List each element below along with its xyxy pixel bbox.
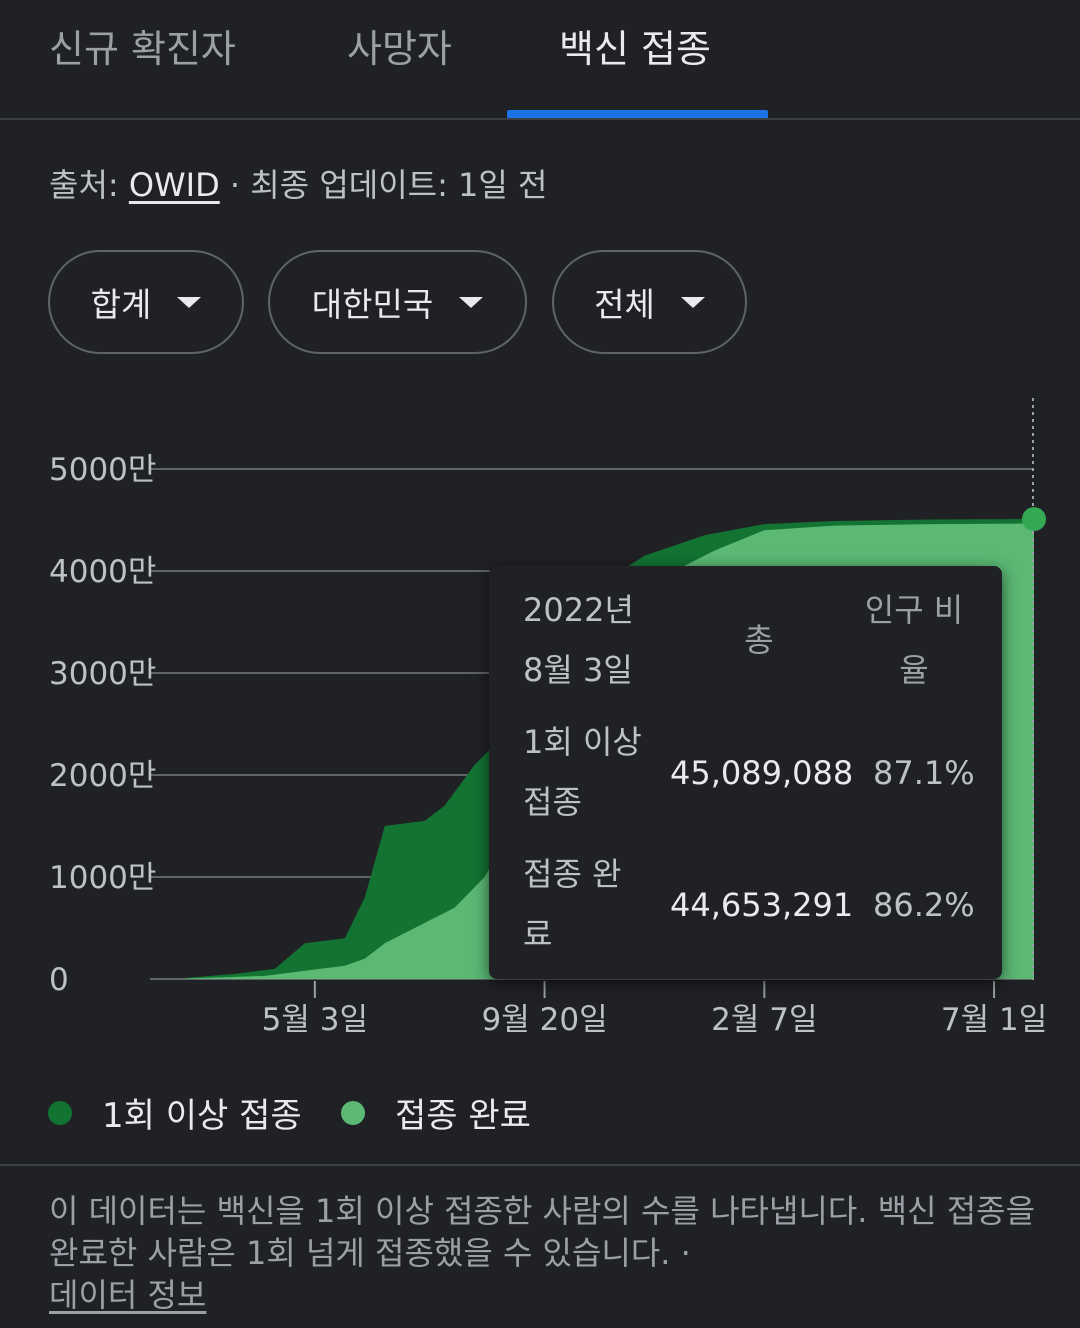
divider	[0, 1164, 1080, 1166]
tooltip-header-total: 총	[744, 621, 774, 659]
tooltip-row-label: 접종 완 료	[523, 844, 622, 964]
tab-new-cases[interactable]: 신규 확진자	[49, 27, 236, 71]
tab-vaccination[interactable]: 백신 접종	[559, 27, 711, 71]
active-tab-indicator	[507, 110, 768, 118]
legend-item-fully-vaccinated[interactable]: 접종 완료	[341, 1088, 531, 1137]
tooltip-date-day: 8월 3일	[523, 651, 633, 689]
source-line: 출처: OWID · 최종 업데이트: 1일 전	[49, 160, 547, 206]
filter-chip-aggregate[interactable]: 합계	[48, 250, 244, 354]
dropdown-arrow-icon	[459, 296, 484, 308]
y-tick-label: 0	[49, 962, 69, 998]
x-tick-label: 9월 20일	[482, 1002, 608, 1038]
tooltip-header-ratio: 인구 비 율	[849, 580, 979, 700]
y-tick-label: 2000만	[49, 758, 156, 794]
y-tick-label: 1000만	[49, 860, 156, 896]
footnote: 이 데이터는 백신을 1회 이상 접종한 사람의 수를 나타냅니다. 백신 접종…	[49, 1190, 1039, 1316]
tooltip-row-total: 45,089,088	[670, 754, 854, 792]
legend-item-first-dose[interactable]: 1회 이상 접종	[48, 1088, 302, 1137]
tab-bar: 신규 확진자 사망자 백신 접종	[0, 0, 1080, 120]
filter-chip-label: 대한민국	[311, 285, 434, 324]
filter-chip-label: 합계	[90, 285, 152, 324]
tooltip-row-ratio: 86.2%	[873, 886, 975, 924]
tooltip-row-label-line: 접종 완	[523, 855, 622, 893]
tooltip-row-label: 1회 이상 접종	[523, 712, 642, 832]
update-info: · 최종 업데이트: 1일 전	[219, 166, 548, 204]
source-link[interactable]: OWID	[128, 166, 220, 204]
footnote-text: 이 데이터는 백신을 1회 이상 접종한 사람의 수를 나타냅니다. 백신 접종…	[49, 1192, 1036, 1272]
dropdown-arrow-icon	[177, 296, 202, 308]
tooltip-date: 2022년 8월 3일	[523, 580, 634, 700]
tooltip-header-ratio-line1: 인구 비	[864, 591, 964, 629]
dropdown-arrow-icon	[680, 296, 705, 308]
y-tick-label: 5000만	[49, 452, 156, 488]
x-tick-label: 5월 3일	[262, 1002, 368, 1038]
source-prefix: 출처:	[49, 166, 129, 204]
x-tick-label: 2월 7일	[711, 1002, 817, 1038]
chart-tooltip: 2022년 8월 3일 총 인구 비 율 1회 이상 접종 45,089,088…	[489, 566, 1002, 979]
hover-point	[1022, 507, 1046, 532]
legend-dot-icon	[48, 1100, 72, 1125]
tooltip-date-year: 2022년	[523, 591, 634, 629]
tooltip-row-ratio: 87.1%	[873, 754, 975, 792]
legend-label: 1회 이상 접종	[102, 1096, 302, 1136]
y-tick-label: 3000만	[49, 656, 156, 692]
tooltip-row-total: 44,653,291	[670, 886, 854, 924]
tab-deaths[interactable]: 사망자	[347, 27, 452, 71]
filter-chip-label: 전체	[594, 285, 655, 324]
tooltip-row-label-line: 료	[523, 915, 553, 953]
tooltip-row-label-line: 접종	[523, 783, 582, 821]
x-tick-label: 7월 1일	[941, 1002, 1047, 1038]
tooltip-header-ratio-line2: 율	[899, 651, 929, 689]
legend-label: 접종 완료	[395, 1096, 531, 1136]
tooltip-row-label-line: 1회 이상	[523, 723, 642, 761]
filter-chip-scope[interactable]: 전체	[552, 250, 747, 354]
filter-chip-country[interactable]: 대한민국	[268, 250, 527, 354]
legend-dot-icon	[341, 1100, 365, 1125]
y-tick-label: 4000만	[49, 554, 156, 590]
data-info-link[interactable]: 데이터 정보	[49, 1276, 207, 1314]
